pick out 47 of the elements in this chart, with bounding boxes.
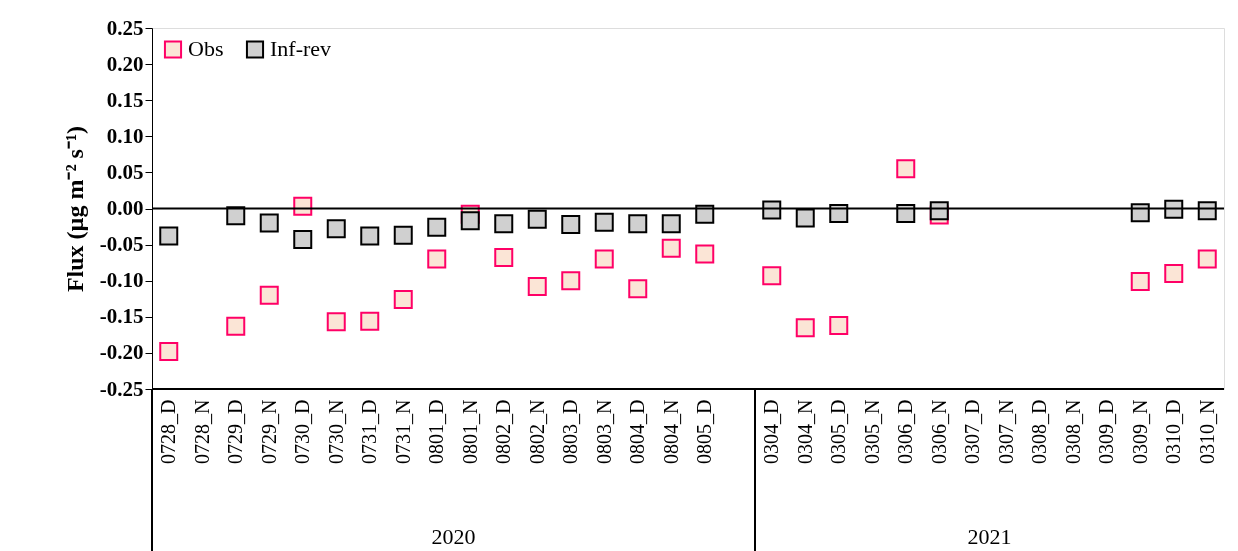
- text: 2020: [431, 524, 476, 549]
- x-tick-label: 0305_N: [860, 399, 883, 464]
- y-tick-label: -0.10: [99, 268, 144, 293]
- x-tick-label: 0308_D: [1028, 399, 1051, 464]
- text: 2021: [967, 524, 1012, 549]
- x-tick-label: 0731_N: [391, 399, 414, 464]
- x-tick-label: 0308_N: [1061, 399, 1084, 464]
- x-tick-label: 0309_D: [1095, 399, 1118, 464]
- x-tick-label: 0307_N: [994, 399, 1017, 464]
- x-tick-label: 0304_D: [760, 399, 783, 464]
- x-tick-label: 0729_N: [257, 399, 280, 464]
- x-tick-label: 0729_D: [224, 399, 247, 464]
- y-axis-title: Flux (µg m⁻² s⁻¹): [61, 125, 88, 293]
- x-tick-label: 0804_N: [659, 399, 682, 464]
- x-tick-label: 0306_D: [894, 399, 917, 464]
- x-tick-label: 0728_N: [190, 399, 213, 464]
- legend-label: Inf-rev: [270, 36, 332, 62]
- y-tick-label: 0.05: [106, 159, 144, 184]
- y-tick-label: 0.20: [106, 51, 144, 76]
- x-tick-label: 0801_D: [425, 399, 448, 464]
- x-tick-label: 0305_D: [827, 399, 850, 464]
- y-tick-label: 0.10: [106, 123, 144, 148]
- x-tick-label: 0802_N: [525, 399, 548, 464]
- y-tick-label: -0.25: [99, 376, 144, 401]
- y-tick-label: -0.15: [99, 304, 144, 329]
- y-tick-label: -0.20: [99, 340, 144, 365]
- x-tick-label: 0803_D: [559, 399, 582, 464]
- legend-label: Obs: [188, 36, 224, 62]
- x-tick-label: 0307_D: [961, 399, 984, 464]
- x-tick-label: 0306_N: [927, 399, 950, 464]
- x-tick-label: 0730_N: [324, 399, 347, 464]
- x-tick-label: 0803_N: [592, 399, 615, 464]
- x-tick-label: 0304_N: [793, 399, 816, 464]
- x-tick-label: 0310_D: [1162, 399, 1185, 464]
- y-tick-label: -0.05: [99, 232, 144, 257]
- x-tick-label: 0309_N: [1128, 399, 1151, 464]
- x-tick-label: 0730_D: [291, 399, 314, 464]
- x-tick-label: 0728_D: [157, 399, 180, 464]
- x-tick-label: 0801_N: [458, 399, 481, 464]
- x-tick-label: 0731_D: [358, 399, 381, 464]
- y-tick-label: 0.00: [106, 196, 144, 220]
- x-tick-label: 0802_D: [492, 399, 515, 464]
- y-tick-label: 0.15: [106, 87, 144, 112]
- x-tick-label: 0310_N: [1195, 399, 1218, 464]
- y-tick-label: 0.25: [106, 15, 144, 40]
- x-tick-label: 0804_D: [626, 399, 649, 464]
- x-tick-label: 0805_D: [693, 399, 716, 464]
